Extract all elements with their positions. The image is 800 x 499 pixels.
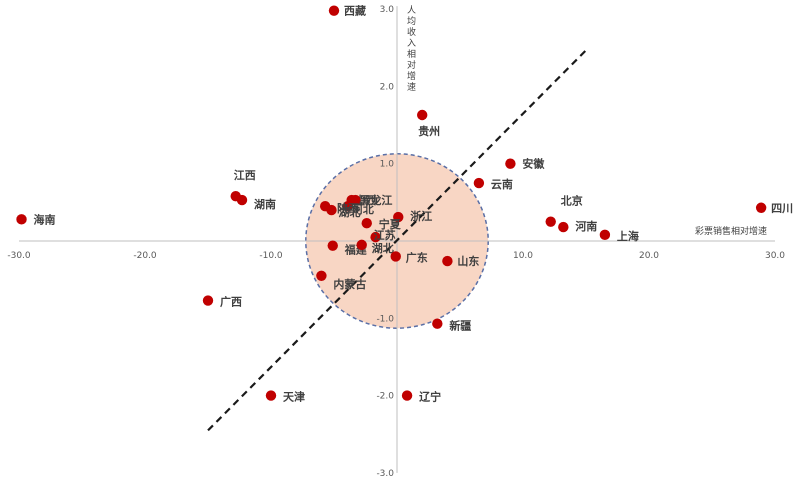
data-point-label: 海南 bbox=[34, 212, 56, 226]
x-axis-title: 彩票销售相对增速 bbox=[695, 225, 767, 237]
y-axis-title-char: 相 bbox=[407, 48, 416, 60]
data-point bbox=[202, 295, 214, 306]
data-point-label: 河南 bbox=[575, 219, 597, 233]
y-axis-title-char: 收 bbox=[407, 26, 416, 38]
data-point bbox=[316, 270, 327, 281]
x-tick-label: 30.0 bbox=[765, 251, 785, 261]
data-point-label: 内蒙古 bbox=[333, 277, 366, 291]
data-point bbox=[265, 390, 277, 401]
y-tick-label: -3.0 bbox=[376, 469, 394, 479]
y-axis-title: 人均收入相对增速 bbox=[407, 5, 416, 93]
y-tick-label: 1.0 bbox=[380, 160, 395, 170]
y-tick-label: 2.0 bbox=[380, 82, 395, 92]
data-point-label: 宁夏 bbox=[379, 217, 402, 231]
data-point-label: 四川 bbox=[771, 202, 793, 215]
data-point bbox=[505, 158, 516, 169]
data-point-label: 江苏 bbox=[374, 228, 396, 242]
y-axis-title-char: 均 bbox=[407, 15, 416, 27]
data-point-label: 河北 bbox=[352, 202, 374, 216]
data-point-label: 山西 bbox=[355, 193, 377, 207]
data-point-label: 云南 bbox=[491, 177, 513, 191]
data-point-label: 湖北 bbox=[338, 205, 360, 219]
data-point bbox=[401, 390, 413, 401]
data-point bbox=[390, 251, 401, 262]
data-point-label: 湖南 bbox=[254, 197, 276, 211]
y-tick-label: -2.0 bbox=[376, 392, 394, 402]
y-axis-title-char: 入 bbox=[407, 38, 416, 49]
data-point bbox=[328, 5, 340, 16]
trend-line bbox=[207, 46, 590, 432]
data-point bbox=[393, 211, 404, 223]
y-tick-label: -1.0 bbox=[376, 314, 394, 324]
data-point-label: 北京 bbox=[561, 194, 583, 208]
data-point-label: 安徽 bbox=[522, 157, 545, 171]
x-tick-label: 20.0 bbox=[639, 251, 659, 261]
y-axis-title-char: 人 bbox=[407, 5, 416, 16]
x-tick-label: -30.0 bbox=[7, 251, 31, 261]
data-point bbox=[350, 194, 361, 206]
x-tick-label: -20.0 bbox=[133, 251, 157, 261]
y-tick-label: 3.0 bbox=[380, 5, 395, 15]
x-tick-label: -10.0 bbox=[259, 251, 283, 261]
data-point bbox=[361, 218, 372, 229]
data-point-label: 广西 bbox=[220, 295, 242, 309]
data-point bbox=[417, 109, 428, 121]
data-point bbox=[432, 318, 443, 329]
data-point bbox=[327, 240, 338, 251]
data-point bbox=[599, 229, 611, 241]
data-point-label: 贵州 bbox=[418, 124, 440, 138]
data-point bbox=[558, 221, 569, 233]
data-point bbox=[236, 194, 248, 206]
data-point bbox=[755, 202, 767, 213]
data-point bbox=[473, 177, 485, 189]
data-point bbox=[545, 216, 556, 227]
data-point-label: 陕西 bbox=[337, 201, 359, 215]
data-point-label: 山东 bbox=[457, 254, 479, 268]
y-axis-title-char: 对 bbox=[407, 59, 416, 71]
data-point-label: 上海 bbox=[617, 229, 639, 243]
data-point-label: 江西 bbox=[234, 168, 256, 182]
data-point bbox=[16, 214, 27, 225]
data-point bbox=[326, 204, 337, 216]
data-point-label: 广东 bbox=[406, 250, 428, 264]
data-point bbox=[370, 231, 381, 243]
data-point-label: 新疆 bbox=[449, 319, 471, 333]
y-axis-title-char: 增 bbox=[407, 70, 416, 82]
data-point bbox=[442, 255, 453, 267]
data-point-label: 辽宁 bbox=[419, 390, 441, 404]
data-point bbox=[342, 201, 354, 212]
data-point-label: 浙江 bbox=[410, 209, 432, 223]
data-point-label: 黑龙江 bbox=[359, 193, 392, 207]
data-point-label: 湖北 bbox=[372, 241, 394, 255]
data-point-label: 天津 bbox=[283, 390, 305, 404]
data-point-label: 西藏 bbox=[344, 4, 366, 18]
y-axis-title-char: 速 bbox=[407, 82, 416, 93]
x-tick-label: 10.0 bbox=[513, 251, 533, 261]
data-point bbox=[356, 239, 367, 251]
